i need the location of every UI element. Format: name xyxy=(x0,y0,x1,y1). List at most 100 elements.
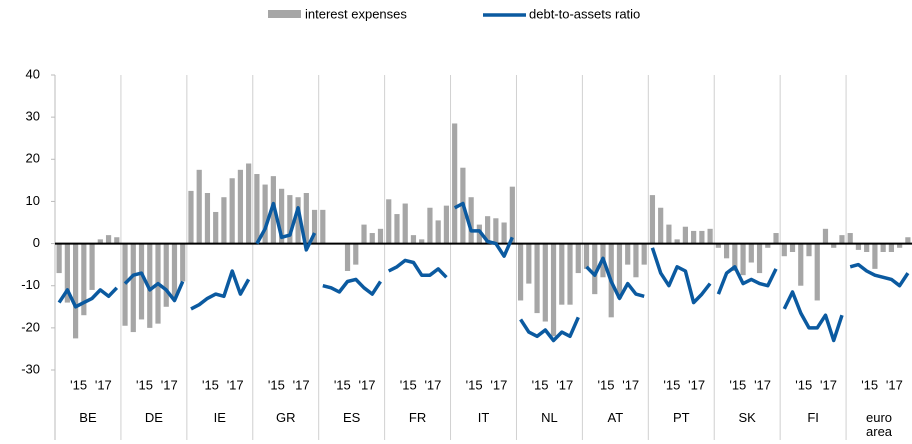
bar xyxy=(377,228,384,244)
bar xyxy=(649,195,656,244)
bar xyxy=(493,218,499,244)
x-tick-label: '15 xyxy=(729,377,746,392)
bar xyxy=(756,243,763,274)
bar xyxy=(534,243,540,314)
bar xyxy=(394,214,400,244)
bar xyxy=(625,243,631,265)
line xyxy=(123,271,185,303)
bar xyxy=(781,243,787,257)
bar xyxy=(789,243,796,252)
x-tick-label: '17 xyxy=(886,377,903,392)
bar xyxy=(485,216,491,244)
bar xyxy=(287,195,293,244)
bar xyxy=(204,193,211,244)
x-tick-label: '15 xyxy=(466,377,483,392)
y-tick-label: 30 xyxy=(26,109,40,124)
bar xyxy=(847,233,853,244)
line xyxy=(453,201,514,258)
bar xyxy=(196,169,202,244)
bar xyxy=(897,243,903,248)
group-label: PT xyxy=(672,410,690,425)
bar xyxy=(748,243,754,263)
bar xyxy=(658,207,664,244)
group-label: ES xyxy=(342,410,361,425)
bar xyxy=(559,243,565,305)
group-label: BE xyxy=(79,410,97,425)
bar xyxy=(369,233,375,244)
x-tick-label: '17 xyxy=(820,377,837,392)
bar xyxy=(89,243,95,290)
bar xyxy=(353,243,359,265)
line xyxy=(782,290,844,343)
bar xyxy=(666,224,672,244)
bar xyxy=(163,243,169,307)
x-tick-label: '17 xyxy=(359,377,376,392)
x-tick-label: '17 xyxy=(556,377,573,392)
bar xyxy=(246,163,252,244)
bar xyxy=(443,205,450,244)
bar xyxy=(122,243,128,326)
bar xyxy=(707,228,713,244)
x-tick-label: '17 xyxy=(622,377,639,392)
x-tick-label: '17 xyxy=(161,377,178,392)
x-tick-label: '15 xyxy=(268,377,285,392)
x-tick-label: '15 xyxy=(532,377,549,392)
line xyxy=(585,256,645,301)
bar xyxy=(583,243,590,269)
y-tick-label: 40 xyxy=(26,66,40,81)
x-tick-label: '15 xyxy=(663,377,680,392)
bar xyxy=(361,224,367,244)
bar xyxy=(114,237,120,244)
bar xyxy=(592,243,598,295)
bar xyxy=(740,243,746,276)
bar xyxy=(682,226,688,244)
bar xyxy=(229,178,235,244)
bar xyxy=(452,123,458,244)
bar xyxy=(765,243,771,248)
bar xyxy=(501,222,507,244)
bar xyxy=(468,197,474,244)
line xyxy=(190,269,251,311)
bar xyxy=(798,243,804,286)
bar xyxy=(641,243,647,265)
y-tick-label: 0 xyxy=(33,235,40,250)
bar xyxy=(311,209,318,244)
bar xyxy=(435,220,441,244)
bar xyxy=(814,243,820,301)
y-tick-label: -30 xyxy=(21,361,40,376)
bar xyxy=(542,243,548,322)
x-tick-label: '17 xyxy=(227,377,244,392)
bar xyxy=(575,243,581,274)
bar xyxy=(97,239,103,244)
bar xyxy=(180,243,186,282)
group-label: FI xyxy=(807,410,819,425)
bar xyxy=(171,243,178,299)
x-tick-label: '17 xyxy=(424,377,441,392)
bar xyxy=(138,243,145,320)
group-label: SK xyxy=(738,410,756,425)
y-tick-label: 10 xyxy=(26,193,40,208)
group-label: IT xyxy=(477,410,490,425)
x-tick-label: '17 xyxy=(490,377,507,392)
legend-label: debt-to-assets ratio xyxy=(529,6,640,21)
bar xyxy=(633,243,639,278)
bar xyxy=(303,193,309,244)
bar xyxy=(509,186,515,244)
bar xyxy=(526,243,532,284)
line xyxy=(849,262,910,288)
bar xyxy=(419,239,425,244)
x-tick-label: '15 xyxy=(400,377,417,392)
group-label: AT xyxy=(607,410,624,425)
bar xyxy=(386,199,392,244)
x-tick-label: '15 xyxy=(202,377,219,392)
bar xyxy=(476,224,482,244)
bar xyxy=(320,209,326,244)
group-label: DE xyxy=(144,410,163,425)
bar xyxy=(699,230,705,244)
line xyxy=(57,286,119,309)
group-label: FR xyxy=(408,410,427,425)
bar xyxy=(839,235,845,244)
bar xyxy=(262,184,268,244)
